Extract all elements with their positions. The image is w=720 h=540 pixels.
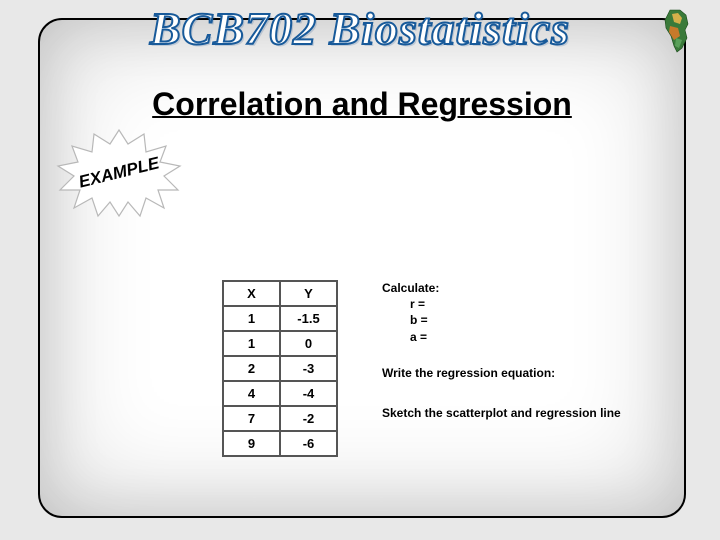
table-row: 4 -4: [223, 381, 337, 406]
table-header-row: X Y: [223, 281, 337, 306]
cell-y: -3: [280, 356, 337, 381]
sketch-block: Sketch the scatterplot and regression li…: [382, 406, 621, 420]
table-row: 2 -3: [223, 356, 337, 381]
cell-x: 4: [223, 381, 280, 406]
equation-block: Write the regression equation:: [382, 366, 555, 380]
table-row: 7 -2: [223, 406, 337, 431]
a-label: a =: [382, 329, 439, 345]
cell-y: -2: [280, 406, 337, 431]
b-label: b =: [382, 312, 439, 328]
cell-y: 0: [280, 331, 337, 356]
cell-y: -6: [280, 431, 337, 456]
xy-data-table: X Y 1 -1.5 1 0 2 -3 4 -4 7 -2: [222, 280, 338, 457]
africa-logo: [652, 6, 702, 56]
cell-x: 1: [223, 331, 280, 356]
sketch-label: Sketch the scatterplot and regression li…: [382, 406, 621, 420]
cell-y: -1.5: [280, 306, 337, 331]
cell-y: -4: [280, 381, 337, 406]
equation-label: Write the regression equation:: [382, 366, 555, 380]
cell-x: 2: [223, 356, 280, 381]
example-starburst: EXAMPLE: [54, 128, 184, 218]
table-row: 1 0: [223, 331, 337, 356]
calculate-label: Calculate:: [382, 280, 439, 296]
r-label: r =: [382, 296, 439, 312]
table-row: 1 -1.5: [223, 306, 337, 331]
col-header-x: X: [223, 281, 280, 306]
slide-subtitle: Correlation and Regression: [152, 86, 572, 123]
slide-frame: Correlation and Regression EXAMPLE X Y 1…: [38, 18, 686, 518]
col-header-y: Y: [280, 281, 337, 306]
table-row: 9 -6: [223, 431, 337, 456]
course-title: BCB702 Biostatistics: [150, 2, 570, 55]
calculate-block: Calculate: r = b = a =: [382, 280, 439, 345]
cell-x: 7: [223, 406, 280, 431]
cell-x: 1: [223, 306, 280, 331]
cell-x: 9: [223, 431, 280, 456]
